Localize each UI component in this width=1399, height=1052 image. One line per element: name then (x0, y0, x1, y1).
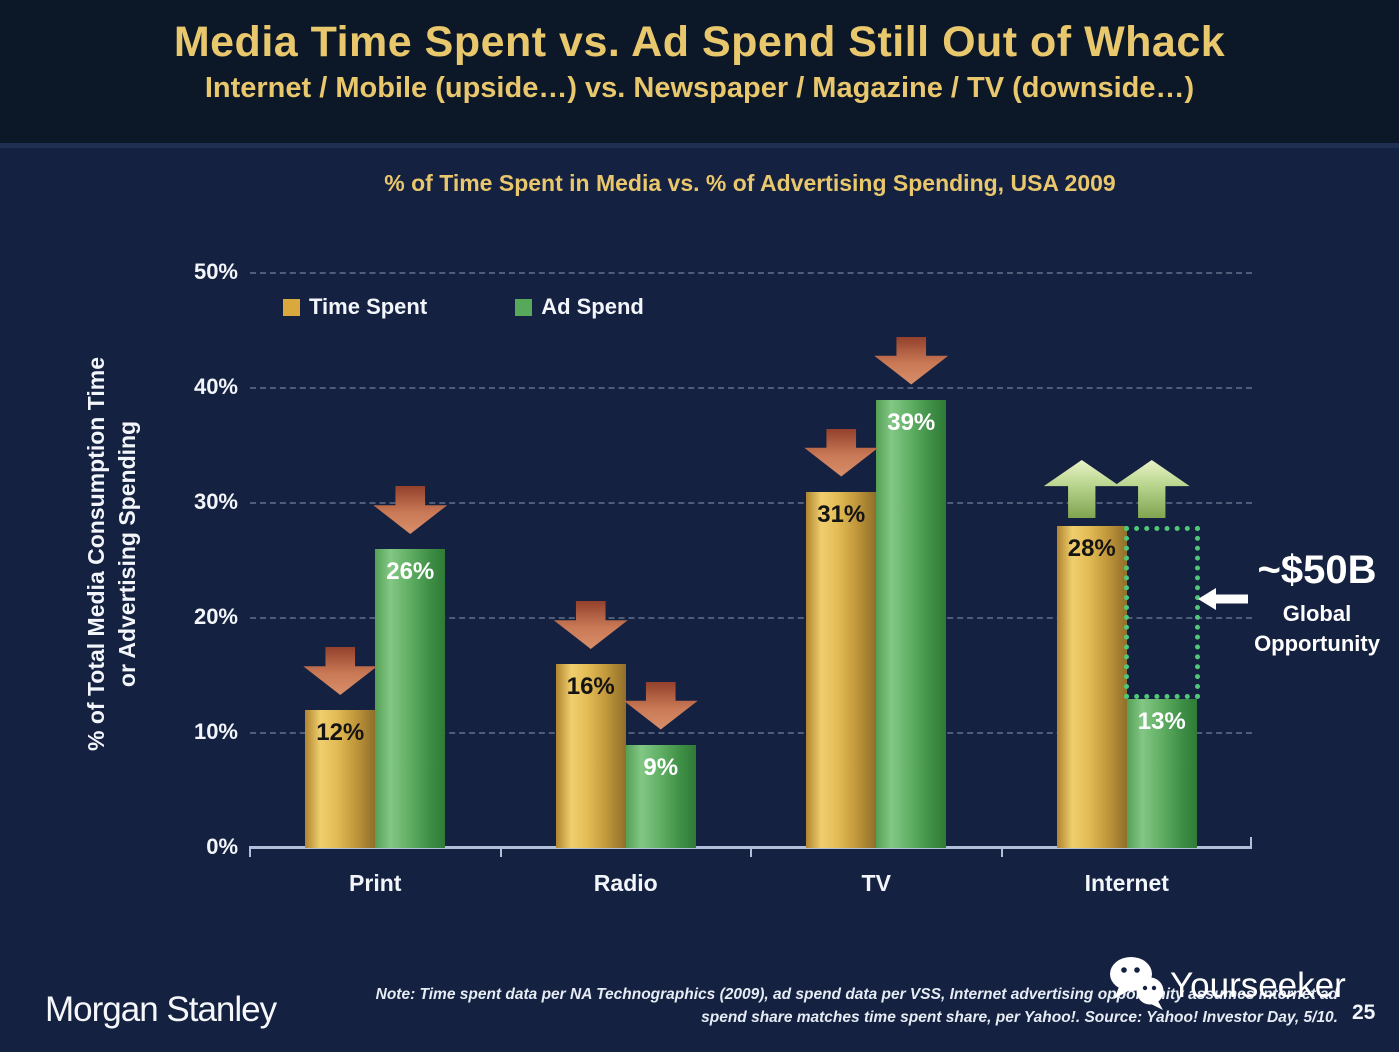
watermark: Yourseeker (1106, 955, 1346, 1016)
gridline-40% (250, 387, 1252, 389)
down-arrow-icon (624, 682, 698, 730)
wechat-icon (1106, 955, 1168, 1016)
down-arrow-icon (303, 647, 377, 695)
legend-swatch-ad-spend-icon (515, 299, 532, 316)
gridline-50% (250, 272, 1252, 274)
bar-value-label: 31% (806, 492, 876, 529)
legend: Time Spent Ad Spend (283, 294, 644, 320)
y-tick-label: 30% (128, 489, 238, 515)
opportunity-label-line2: Opportunity (1238, 629, 1396, 659)
legend-swatch-time-spent-icon (283, 299, 300, 316)
down-arrow-icon (554, 601, 628, 649)
chart-title: % of Time Spent in Media vs. % of Advert… (250, 170, 1250, 197)
up-arrow-icon (1044, 460, 1120, 518)
x-axis-tick (500, 846, 502, 857)
bar-value-label: 13% (1127, 699, 1197, 736)
category-label-internet: Internet (1037, 870, 1217, 897)
bar-internet-time-spent: 28% (1057, 526, 1127, 848)
y-axis-label: % of Total Media Consumption Time or Adv… (81, 234, 143, 874)
legend-item-time-spent: Time Spent (283, 294, 427, 320)
legend-label-ad-spend: Ad Spend (541, 294, 644, 320)
opportunity-annotation: ~$50B Global Opportunity (1238, 548, 1396, 659)
y-tick-label: 20% (128, 604, 238, 630)
bar-tv-time-spent: 31% (806, 492, 876, 849)
y-tick-label: 40% (128, 374, 238, 400)
y-axis-label-line1: % of Total Media Consumption Time (81, 234, 112, 874)
legend-label-time-spent: Time Spent (309, 294, 427, 320)
y-tick-label: 50% (128, 259, 238, 285)
page-number: 25 (1352, 1001, 1375, 1025)
x-axis-tick (249, 846, 251, 857)
opportunity-label-line1: Global (1238, 599, 1396, 629)
y-tick-label: 0% (128, 834, 238, 860)
slide-subtitle: Internet / Mobile (upside…) vs. Newspape… (0, 72, 1399, 105)
y-axis-label-line2: or Advertising Spending (112, 234, 143, 874)
bar-radio-ad-spend: 9% (626, 745, 696, 849)
x-axis-tick (750, 846, 752, 857)
bar-internet-ad-spend: 13% (1127, 699, 1197, 849)
header-divider (0, 143, 1399, 148)
category-label-tv: TV (786, 870, 966, 897)
down-arrow-icon (874, 337, 948, 385)
x-axis-tick (1001, 846, 1003, 857)
down-arrow-icon (804, 429, 878, 477)
bar-print-ad-spend: 26% (375, 549, 445, 848)
morgan-stanley-logo: Morgan Stanley (45, 990, 276, 1030)
opportunity-box (1124, 526, 1200, 699)
slide-title: Media Time Spent vs. Ad Spend Still Out … (0, 18, 1399, 67)
category-label-radio: Radio (536, 870, 716, 897)
bar-radio-time-spent: 16% (556, 664, 626, 848)
bar-value-label: 39% (876, 400, 946, 437)
category-label-print: Print (285, 870, 465, 897)
bar-value-label: 26% (375, 549, 445, 586)
bar-value-label: 12% (305, 710, 375, 747)
bar-print-time-spent: 12% (305, 710, 375, 848)
bar-value-label: 16% (556, 664, 626, 701)
y-tick-label: 10% (128, 719, 238, 745)
bar-value-label: 28% (1057, 526, 1127, 563)
bar-tv-ad-spend: 39% (876, 400, 946, 849)
legend-item-ad-spend: Ad Spend (515, 294, 644, 320)
watermark-text: Yourseeker (1170, 966, 1346, 1006)
up-arrow-icon (1114, 460, 1190, 518)
down-arrow-icon (373, 486, 447, 534)
slide: Media Time Spent vs. Ad Spend Still Out … (0, 0, 1399, 1052)
opportunity-value: ~$50B (1238, 548, 1396, 593)
x-axis-end-tick (1250, 837, 1252, 848)
bar-value-label: 9% (626, 745, 696, 782)
